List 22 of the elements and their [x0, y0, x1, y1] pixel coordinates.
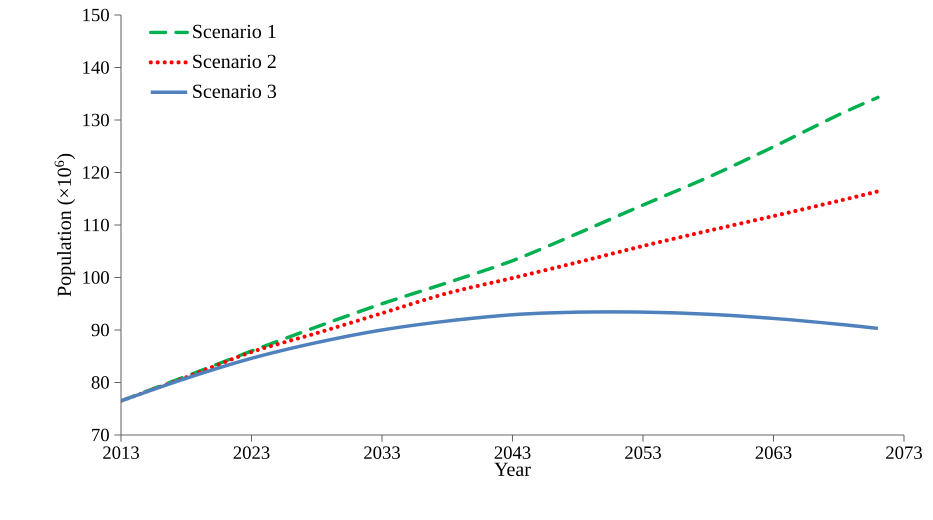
x-tick-label: 2023	[234, 446, 270, 459]
y-tick-label: 80	[92, 376, 109, 389]
y-tick-label: 140	[83, 61, 109, 74]
line-series	[121, 310, 880, 403]
x-tick-label: 2033	[364, 446, 400, 459]
x-tick-label: 2013	[103, 446, 139, 459]
x-tick-label: 2043	[494, 446, 530, 459]
y-axis-title: Population (×10$^{6}$)	[54, 154, 76, 296]
x-tick-label: 2073	[886, 446, 922, 459]
legend-label: Scenario 3	[193, 84, 276, 98]
y-tick-label: 120	[83, 166, 109, 179]
x-tick-label: 2063	[756, 446, 792, 459]
y-tick-label: 100	[83, 271, 109, 284]
y-tick-label: 150	[83, 8, 109, 22]
y-tick-label: 70	[92, 428, 109, 442]
y-tick-label: 90	[92, 324, 109, 336]
y-tick-label: 130	[83, 114, 109, 126]
x-axis-title: Year	[494, 462, 531, 476]
legend-label: Scenario 1	[193, 24, 276, 38]
x-tick-label: 2053	[625, 446, 661, 459]
y-tick-label: 110	[84, 218, 109, 232]
legend-label: Scenario 2	[193, 54, 276, 68]
